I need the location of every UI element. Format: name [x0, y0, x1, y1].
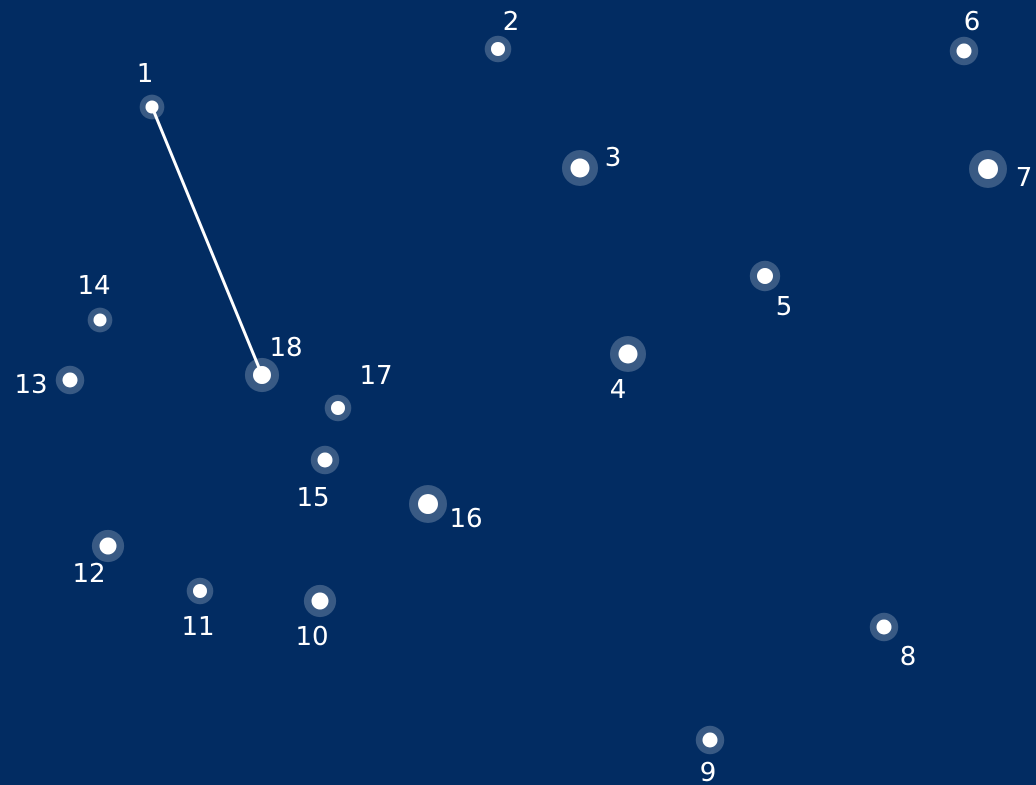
dot-18[interactable]: 18 — [244, 333, 303, 393]
dot-10[interactable]: 10 — [295, 584, 337, 652]
dot-number-label: 2 — [503, 7, 520, 37]
dot-number-label: 9 — [700, 758, 717, 785]
dot-16[interactable]: 16 — [409, 485, 483, 534]
dot-marker[interactable] — [193, 584, 207, 598]
dot-marker[interactable] — [62, 372, 78, 388]
dot-number-label: 3 — [605, 143, 622, 173]
dot-number-label: 16 — [449, 504, 482, 534]
dot-3[interactable]: 3 — [561, 143, 622, 187]
connector-line-1-18 — [150, 105, 264, 377]
dot-marker[interactable] — [757, 268, 773, 284]
dot-number-label: 5 — [776, 292, 793, 322]
dot-marker[interactable] — [93, 313, 107, 327]
dot-13[interactable]: 13 — [14, 365, 85, 400]
dot-number-label: 11 — [181, 612, 214, 642]
dot-7[interactable]: 7 — [969, 150, 1032, 193]
dot-marker[interactable] — [418, 494, 438, 514]
connection-layer — [150, 105, 264, 377]
dot-number-label: 18 — [269, 333, 302, 363]
dot-11[interactable]: 11 — [181, 577, 215, 642]
dot-marker[interactable] — [956, 43, 972, 59]
dot-number-label: 15 — [296, 483, 329, 513]
dot-5[interactable]: 5 — [749, 260, 793, 322]
dot-marker[interactable] — [876, 619, 892, 635]
dot-marker[interactable] — [253, 366, 271, 384]
dot-number-label: 7 — [1016, 163, 1033, 193]
dot-9[interactable]: 9 — [695, 725, 725, 785]
dot-marker[interactable] — [570, 158, 590, 178]
dot-12[interactable]: 12 — [72, 529, 125, 589]
dot-6[interactable]: 6 — [949, 7, 981, 66]
dot-number-label: 17 — [359, 361, 392, 391]
dot-marker[interactable] — [331, 401, 345, 415]
dot-17[interactable]: 17 — [324, 361, 393, 422]
dot-marker[interactable] — [978, 159, 998, 179]
dot-marker[interactable] — [99, 537, 117, 555]
dot-1[interactable]: 1 — [137, 59, 165, 120]
dot-marker[interactable] — [491, 42, 505, 56]
dot-number-label: 14 — [77, 271, 110, 301]
dot-4[interactable]: 4 — [610, 335, 647, 405]
dot-8[interactable]: 8 — [869, 612, 917, 672]
dot-marker[interactable] — [311, 592, 329, 610]
dot-2[interactable]: 2 — [484, 7, 520, 63]
dot-number-label: 1 — [137, 59, 154, 89]
dot-number-label: 10 — [295, 622, 328, 652]
dot-marker[interactable] — [145, 100, 159, 114]
dot-marker[interactable] — [317, 452, 333, 468]
dot-number-label: 4 — [610, 375, 627, 405]
dot-marker[interactable] — [702, 732, 718, 748]
dot-number-label: 13 — [14, 370, 47, 400]
dot-number-label: 12 — [72, 559, 105, 589]
dot-15[interactable]: 15 — [296, 445, 340, 513]
dot-number-label: 6 — [964, 7, 981, 37]
dot-number-label: 8 — [900, 642, 917, 672]
dot-marker[interactable] — [618, 344, 638, 364]
dot-14[interactable]: 14 — [77, 271, 113, 333]
